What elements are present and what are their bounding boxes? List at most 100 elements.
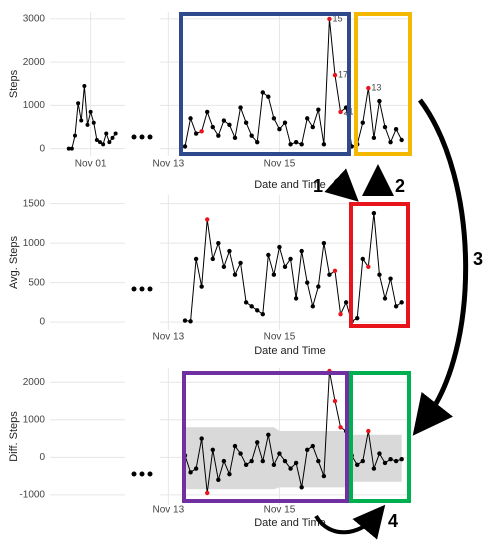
point [98, 140, 102, 145]
point [327, 272, 332, 277]
point [371, 135, 377, 141]
point [227, 122, 232, 128]
x-tick-label: Nov 15 [264, 332, 296, 343]
point [238, 260, 243, 266]
point [332, 268, 338, 273]
annotation: 3 [473, 249, 483, 269]
point [227, 472, 232, 477]
point [255, 139, 260, 145]
point [249, 133, 254, 138]
point [85, 122, 90, 127]
x-axis-label: Date and Time [254, 345, 326, 357]
y-tick-label: 2000 [23, 377, 46, 388]
point [371, 466, 377, 471]
point [76, 101, 81, 106]
point-label: 15 [332, 13, 342, 23]
point [69, 146, 74, 151]
point [310, 304, 315, 309]
point [399, 300, 404, 305]
point [238, 105, 243, 110]
plots: 0 1000 2000 3000 Nov 13 Nov 15 Steps Date and T… [8, 12, 410, 529]
point [305, 447, 310, 453]
point [205, 217, 210, 222]
point [101, 142, 106, 147]
point [260, 90, 265, 95]
arrow-1 [324, 168, 359, 202]
point [199, 284, 204, 289]
x-axis-label: Date and Time [254, 517, 326, 529]
annotation: 2 [395, 176, 405, 196]
point [88, 109, 93, 114]
point [288, 142, 293, 147]
line [184, 213, 402, 323]
line [184, 18, 403, 148]
point [232, 272, 238, 277]
point [266, 94, 271, 99]
yellow-box [354, 12, 412, 156]
point [388, 457, 393, 462]
y-axis-label: Avg. Steps [8, 236, 20, 289]
point [221, 264, 227, 270]
point [299, 248, 304, 254]
point [360, 458, 365, 464]
point [277, 244, 282, 250]
point [249, 304, 254, 309]
point [382, 296, 388, 301]
point [255, 440, 260, 445]
point [113, 131, 118, 136]
point [377, 272, 382, 277]
point [293, 460, 299, 466]
point [232, 135, 238, 141]
point [371, 210, 377, 216]
point [393, 458, 399, 464]
point [366, 264, 371, 270]
point [388, 276, 393, 281]
point [243, 120, 249, 125]
point [355, 462, 360, 468]
point [188, 116, 193, 121]
point [316, 458, 321, 464]
point [188, 319, 193, 324]
point [399, 137, 404, 143]
purple-box [182, 371, 349, 503]
line [68, 85, 117, 150]
point [193, 466, 199, 471]
point [199, 436, 204, 441]
point [210, 447, 215, 453]
point [271, 116, 277, 121]
dots [131, 134, 153, 477]
plot-background [50, 12, 125, 156]
red-box [349, 202, 410, 328]
y-tick-label: 1000 [23, 100, 46, 111]
point [332, 398, 338, 404]
arrows [314, 98, 469, 540]
point [393, 126, 399, 132]
point [382, 124, 388, 130]
point [282, 120, 288, 125]
point [288, 256, 293, 262]
y-axis-label: Diff. Steps [8, 411, 20, 462]
point [321, 240, 327, 246]
point [366, 85, 371, 91]
point [255, 308, 260, 313]
point [293, 296, 299, 301]
point [205, 109, 210, 115]
line [184, 370, 402, 494]
point [310, 124, 315, 130]
point [82, 83, 87, 88]
y-tick-label: -1000 [19, 490, 45, 501]
point [79, 118, 84, 123]
point [338, 109, 343, 115]
y-tick-label: 0 [39, 452, 45, 463]
point [227, 248, 232, 254]
y-tick-label: 0 [39, 317, 45, 328]
point [205, 490, 210, 496]
point [104, 131, 109, 136]
point [321, 142, 327, 147]
y-tick-label: 3000 [23, 14, 46, 25]
point [182, 318, 188, 323]
point [321, 473, 327, 479]
point [73, 133, 77, 138]
x-tick-label: Nov 13 [152, 505, 184, 516]
annotation: 1 [313, 176, 323, 196]
